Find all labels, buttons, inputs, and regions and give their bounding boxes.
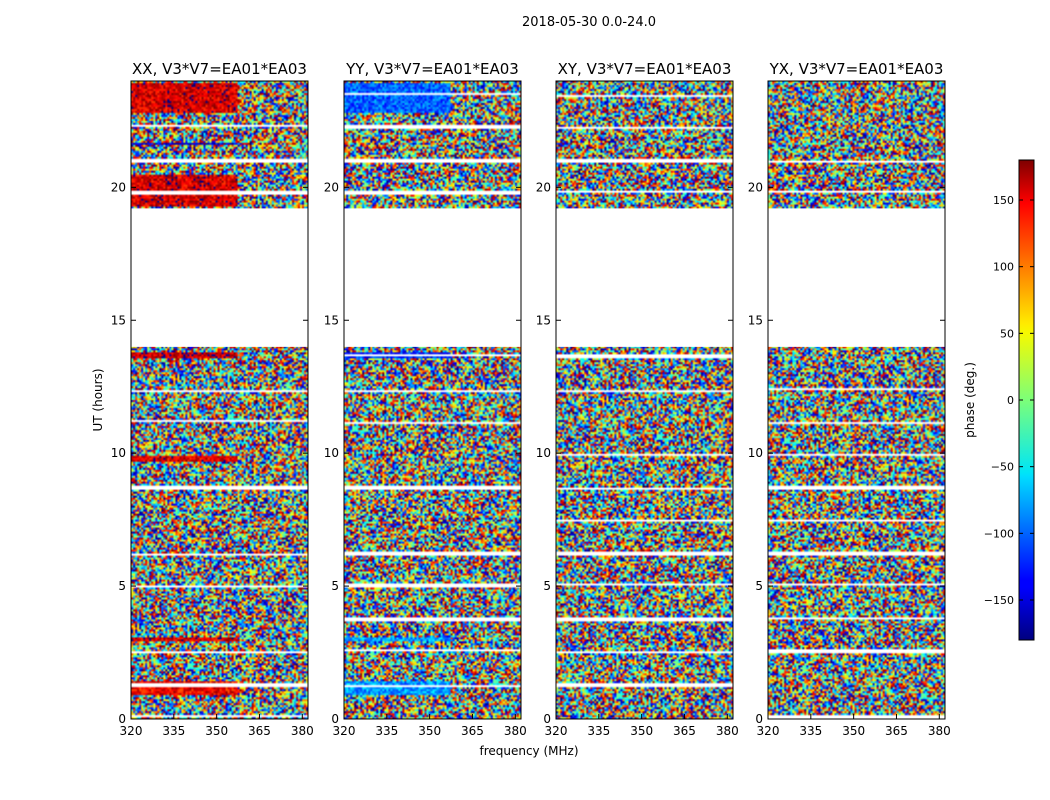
x-tick-label: 380 [716, 724, 739, 738]
y-tick-label: 10 [324, 446, 339, 460]
colorbar-ticks: 150 100 50 0 −50 −100 −150 [984, 194, 1034, 607]
y-tick-label: 0 [755, 712, 763, 726]
x-tick-label: 350 [630, 724, 653, 738]
x-tick-label: 320 [333, 724, 356, 738]
y-tick-label: 0 [331, 712, 339, 726]
x-tick-label: 380 [928, 724, 951, 738]
colorbar-tick-label: 0 [1007, 394, 1014, 407]
phase-image [768, 81, 945, 719]
flagged-gap [556, 208, 733, 347]
x-tick-label: 350 [205, 724, 228, 738]
y-tick-label: 0 [118, 712, 126, 726]
x-tick-label: 380 [291, 724, 314, 738]
y-tick-label: 5 [543, 579, 551, 593]
heatmap-panels: XX, V3*V7=EA01*EA03 0 5 10 15 20 320 335 350 365 3… [91, 60, 951, 758]
y-tick-label: 20 [324, 180, 339, 194]
y-tick-label: 5 [118, 579, 126, 593]
y-tick-label: 15 [748, 313, 763, 327]
panel-3: XY, V3*V7=EA01*EA03 0 5 10 15 20 320 335 350 365 3… [536, 60, 739, 738]
y-tick-label: 15 [111, 313, 126, 327]
flagged-gap [768, 208, 945, 347]
x-tick-label: 350 [418, 724, 441, 738]
panel-title: XY, V3*V7=EA01*EA03 [558, 60, 732, 78]
x-tick-label: 320 [545, 724, 568, 738]
plot-frame [555, 80, 734, 720]
panel-1: XX, V3*V7=EA01*EA03 0 5 10 15 20 320 335 350 365 3… [91, 60, 314, 738]
colorbar-tick-label: 150 [993, 194, 1014, 207]
x-tick-label: 335 [587, 724, 610, 738]
phase-image [556, 81, 733, 719]
y-tick-label: 20 [111, 180, 126, 194]
plot-frame [130, 80, 309, 720]
x-tick-label: 365 [461, 724, 484, 738]
x-tick-label: 365 [248, 724, 271, 738]
colorbar-tick-label: 100 [993, 261, 1014, 274]
colorbar: 150 100 50 0 −50 −100 −150 phase (deg.) [963, 159, 1035, 641]
colorbar-label: phase (deg.) [963, 362, 977, 438]
y-tick-label: 10 [536, 446, 551, 460]
figure-title: 2018-05-30 0.0-24.0 [522, 15, 656, 30]
x-tick-label: 350 [842, 724, 865, 738]
panel-title: YY, V3*V7=EA01*EA03 [345, 60, 519, 78]
y-tick-label: 20 [748, 180, 763, 194]
plot-frame [343, 80, 522, 720]
y-tick-label: 20 [536, 180, 551, 194]
panel-2: YY, V3*V7=EA01*EA03 0 5 10 15 20 320 335 350 365 3… [324, 60, 579, 758]
flagged-gap [344, 208, 521, 347]
flagged-gap [131, 208, 308, 347]
y-tick-label: 0 [543, 712, 551, 726]
y-tick-label: 5 [331, 579, 339, 593]
phase-image [131, 81, 308, 719]
colorbar-tick-label: −100 [984, 527, 1014, 540]
x-tick-label: 320 [120, 724, 143, 738]
colorbar-tick-label: 50 [1000, 327, 1014, 340]
y-tick-label: 5 [755, 579, 763, 593]
x-tick-label: 320 [757, 724, 780, 738]
y-tick-label: 15 [324, 313, 339, 327]
y-tick-label: 15 [536, 313, 551, 327]
x-tick-label: 380 [504, 724, 527, 738]
panel-title: YX, V3*V7=EA01*EA03 [769, 60, 944, 78]
panel-title: XX, V3*V7=EA01*EA03 [132, 60, 307, 78]
x-tick-label: 335 [162, 724, 185, 738]
colorbar-tick-label: −150 [984, 594, 1014, 607]
panel-4: YX, V3*V7=EA01*EA03 0 5 10 15 20 320 335 350 365 3… [748, 60, 951, 738]
x-tick-label: 365 [885, 724, 908, 738]
colorbar-tick-label: −50 [991, 461, 1014, 474]
y-tick-label: 10 [111, 446, 126, 460]
phase-image [344, 81, 521, 719]
x-tick-label: 335 [799, 724, 822, 738]
y-tick-label: 10 [748, 446, 763, 460]
y-axis-label: UT (hours) [91, 368, 105, 431]
x-tick-label: 365 [673, 724, 696, 738]
plot-frame [767, 80, 946, 720]
x-axis-label: frequency (MHz) [479, 744, 578, 758]
x-tick-label: 335 [375, 724, 398, 738]
